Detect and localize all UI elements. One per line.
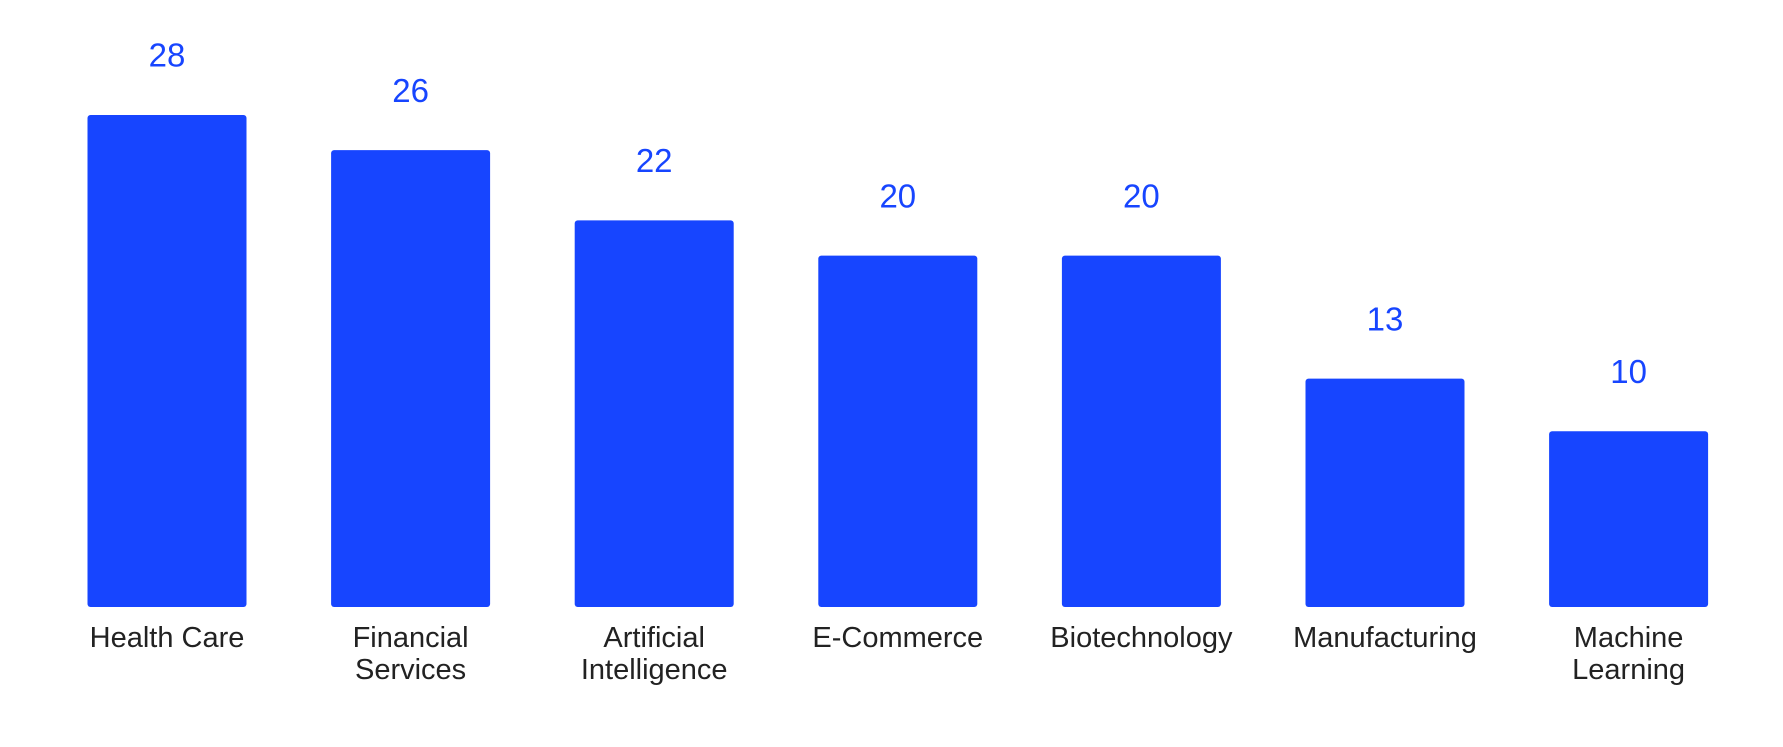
value-label: 22 <box>636 142 673 179</box>
x-tick-label: Manufacturing <box>1293 622 1477 654</box>
bar <box>818 255 978 608</box>
value-label: 20 <box>1123 177 1160 214</box>
value-label: 28 <box>149 37 186 74</box>
x-tick-label: Biotechnology <box>1050 622 1233 654</box>
value-label: 10 <box>1610 353 1647 390</box>
x-tick-label: E-Commerce <box>812 622 984 654</box>
bar <box>1549 431 1709 607</box>
bar <box>87 115 247 607</box>
value-label: 13 <box>1367 300 1404 337</box>
bar <box>331 150 491 607</box>
x-tick-label: Machine Learning <box>1572 622 1686 686</box>
bar <box>574 220 734 607</box>
value-label: 26 <box>392 72 429 109</box>
x-tick-label: Health Care <box>89 622 245 654</box>
bar <box>1061 255 1221 608</box>
x-tick-label: Artificial Intelligence <box>580 622 728 686</box>
value-label: 20 <box>879 177 916 214</box>
x-tick-label: Financial Services <box>352 622 469 686</box>
bar <box>1305 378 1465 607</box>
